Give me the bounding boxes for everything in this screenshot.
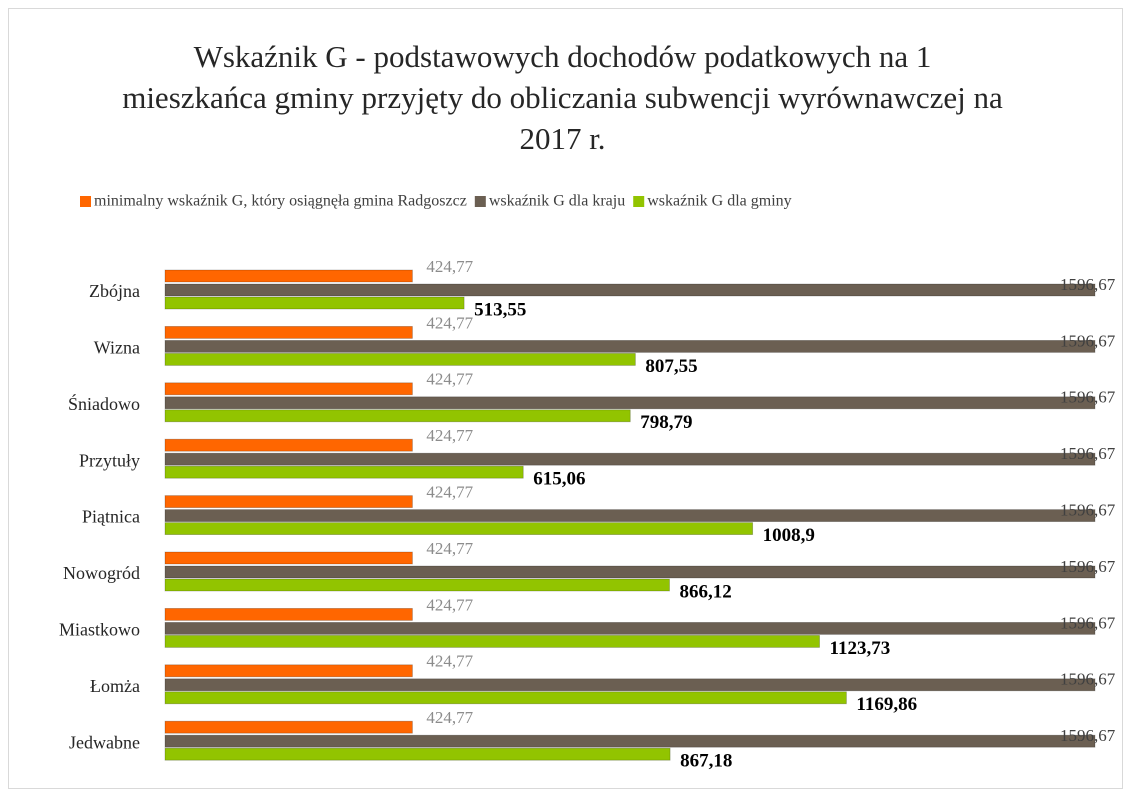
data-label: 1596,67 <box>1060 557 1116 576</box>
bar <box>164 635 820 648</box>
bar <box>164 747 671 761</box>
bar <box>164 296 465 310</box>
bar <box>164 382 413 396</box>
bar <box>164 495 413 509</box>
data-label: 513,55 <box>474 299 526 320</box>
data-label: 424,77 <box>426 708 473 727</box>
y-tick-label: Przytuły <box>79 450 140 470</box>
bar <box>164 522 754 535</box>
y-tick-label: Śniadowo <box>68 393 140 414</box>
bar <box>164 622 1096 635</box>
data-label: 866,12 <box>679 581 731 602</box>
bar <box>164 509 1096 523</box>
data-label: 798,79 <box>640 412 692 433</box>
data-label: 424,77 <box>426 539 473 558</box>
bar <box>164 734 1096 748</box>
data-label: 1596,67 <box>1060 388 1116 407</box>
bar <box>164 691 847 705</box>
data-label: 424,77 <box>426 483 473 502</box>
y-tick-label: Wizna <box>94 338 140 358</box>
data-label: 1123,73 <box>830 638 891 659</box>
data-label: 1596,67 <box>1060 275 1116 294</box>
bar <box>164 551 413 565</box>
legend-label: minimalny wskaźnik G, który osiągnęła gm… <box>94 193 467 210</box>
data-label: 1596,67 <box>1060 444 1116 463</box>
bar <box>164 269 413 283</box>
data-label: 1596,67 <box>1060 331 1116 350</box>
legend-swatch <box>633 196 645 207</box>
y-tick-label: Zbójna <box>89 281 140 301</box>
y-tick-label: Miastkowo <box>59 620 140 640</box>
data-label: 424,77 <box>426 652 473 671</box>
data-label: 807,55 <box>645 356 697 377</box>
data-label: 424,77 <box>426 595 473 614</box>
bar <box>164 325 413 339</box>
y-tick-label: Nowogród <box>63 563 140 583</box>
data-label: 424,77 <box>426 313 473 332</box>
data-label: 424,77 <box>426 257 473 276</box>
data-label: 1008,9 <box>763 525 815 546</box>
chart-title: Wskaźnik G - podstawowych dochodów podat… <box>122 39 1003 156</box>
bar <box>164 339 1096 353</box>
legend-label: wskaźnik G dla gminy <box>647 193 791 210</box>
data-label: 1169,86 <box>856 694 917 715</box>
y-tick-label: Piątnica <box>82 507 140 527</box>
data-label: 1596,67 <box>1060 613 1116 632</box>
bar <box>164 678 1096 692</box>
data-label: 424,77 <box>426 370 473 389</box>
bar <box>164 578 670 592</box>
data-label: 615,06 <box>533 469 585 490</box>
bar <box>164 720 413 734</box>
bar <box>164 664 413 678</box>
y-tick-label: Jedwabne <box>69 732 140 752</box>
bar <box>164 452 1096 466</box>
legend-swatch <box>80 196 91 207</box>
bar <box>164 352 636 366</box>
bar <box>164 438 413 452</box>
chart-frame <box>8 8 1123 789</box>
data-label: 424,77 <box>426 426 473 445</box>
bar <box>164 565 1096 579</box>
data-label: 1596,67 <box>1060 670 1116 689</box>
bar <box>164 283 1096 297</box>
bar <box>164 465 524 479</box>
data-label: 1596,67 <box>1060 501 1116 520</box>
legend-label: wskaźnik G dla kraju <box>489 193 625 210</box>
data-label: 1596,67 <box>1060 726 1116 745</box>
bar <box>164 409 631 423</box>
y-tick-label: Łomża <box>90 676 140 696</box>
bar <box>164 396 1096 410</box>
legend-swatch <box>474 196 486 207</box>
bar <box>164 608 413 621</box>
data-label: 867,18 <box>680 751 732 772</box>
